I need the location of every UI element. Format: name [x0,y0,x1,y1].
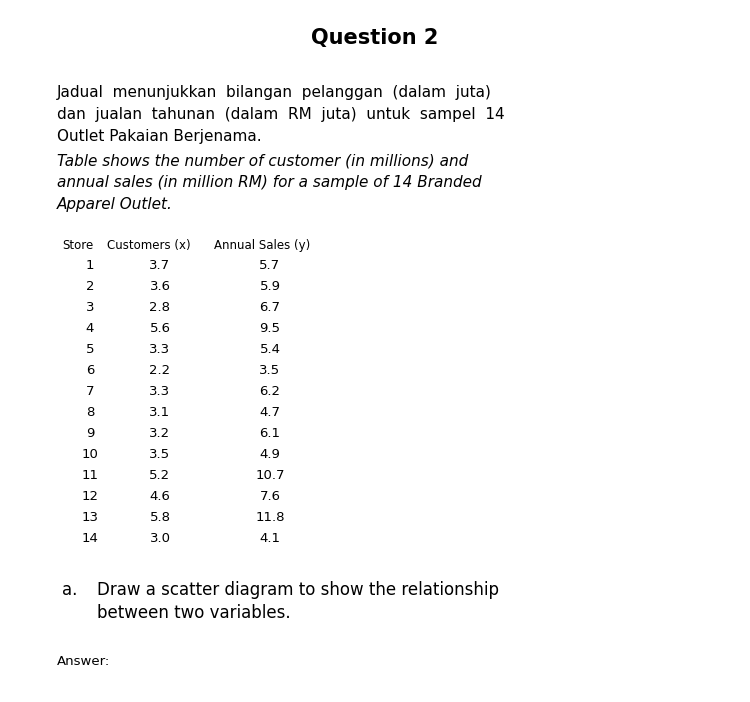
Text: 13: 13 [82,511,98,524]
Text: 3.3: 3.3 [149,343,170,356]
Text: 5.2: 5.2 [149,469,170,482]
Text: 14: 14 [82,532,98,545]
Text: 6.1: 6.1 [260,427,280,440]
Text: 6: 6 [86,364,94,377]
Text: 4.7: 4.7 [260,406,280,419]
Text: 4.1: 4.1 [260,532,280,545]
Text: 3.7: 3.7 [149,259,170,272]
Text: 9: 9 [86,427,94,440]
Text: 3.3: 3.3 [149,385,170,398]
Text: Jadual  menunjukkan  bilangan  pelanggan  (dalam  juta): Jadual menunjukkan bilangan pelanggan (d… [57,85,492,100]
Text: 10: 10 [82,448,98,461]
Text: Draw a scatter diagram to show the relationship: Draw a scatter diagram to show the relat… [97,581,499,599]
Text: Customers (x): Customers (x) [107,239,190,252]
Text: Answer:: Answer: [57,655,110,668]
Text: 5.8: 5.8 [149,511,170,524]
Text: Question 2: Question 2 [311,28,439,48]
Text: 11.8: 11.8 [255,511,285,524]
Text: 6.2: 6.2 [260,385,280,398]
Text: 9.5: 9.5 [260,322,280,335]
Text: 2.2: 2.2 [149,364,170,377]
Text: Annual Sales (y): Annual Sales (y) [214,239,310,252]
Text: between two variables.: between two variables. [97,604,291,622]
Text: 5.9: 5.9 [260,280,280,293]
Text: 4.6: 4.6 [149,490,170,503]
Text: 5.7: 5.7 [260,259,280,272]
Text: Outlet Pakaian Berjenama.: Outlet Pakaian Berjenama. [57,129,262,144]
Text: 11: 11 [82,469,98,482]
Text: 5.4: 5.4 [260,343,280,356]
Text: 2: 2 [86,280,94,293]
Text: 3.2: 3.2 [149,427,170,440]
Text: 2.8: 2.8 [149,301,170,314]
Text: 12: 12 [82,490,98,503]
Text: annual sales (in million RM) for a sample of 14 Branded: annual sales (in million RM) for a sampl… [57,175,482,190]
Text: 8: 8 [86,406,94,419]
Text: 5.6: 5.6 [149,322,170,335]
Text: 1: 1 [86,259,94,272]
Text: 7.6: 7.6 [260,490,280,503]
Text: 5: 5 [86,343,94,356]
Text: 3.5: 3.5 [260,364,280,377]
Text: 3.6: 3.6 [149,280,170,293]
Text: Table shows the number of customer (in millions) and: Table shows the number of customer (in m… [57,153,468,168]
Text: 3: 3 [86,301,94,314]
Text: Apparel Outlet.: Apparel Outlet. [57,197,172,212]
Text: 7: 7 [86,385,94,398]
Text: 3.1: 3.1 [149,406,170,419]
Text: 4.9: 4.9 [260,448,280,461]
Text: 4: 4 [86,322,94,335]
Text: a.: a. [62,581,77,599]
Text: 6.7: 6.7 [260,301,280,314]
Text: 3.0: 3.0 [149,532,170,545]
Text: dan  jualan  tahunan  (dalam  RM  juta)  untuk  sampel  14: dan jualan tahunan (dalam RM juta) untuk… [57,107,505,122]
Text: 10.7: 10.7 [255,469,285,482]
Text: Store: Store [62,239,93,252]
Text: 3.5: 3.5 [149,448,170,461]
